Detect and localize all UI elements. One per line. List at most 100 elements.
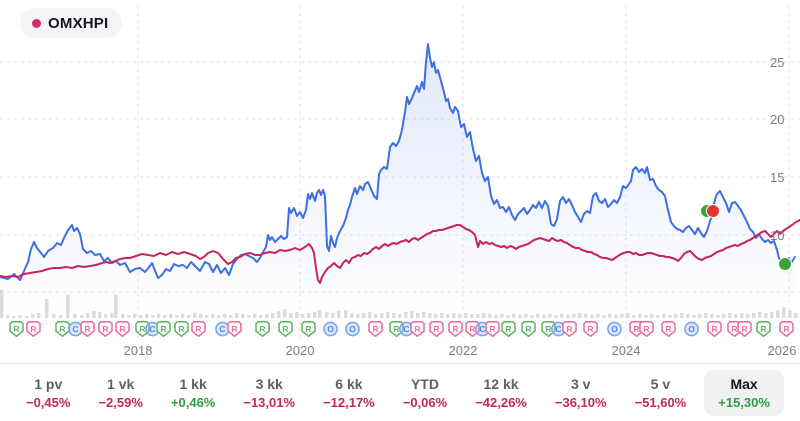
period-button-max[interactable]: Max +15,30% bbox=[704, 369, 784, 416]
legend-omxhpi-chip[interactable]: OMXHPI bbox=[20, 8, 123, 38]
event-badge-r-pink[interactable]: R bbox=[583, 321, 598, 337]
pink-badge-icon: R bbox=[583, 321, 598, 337]
legend-series-dot-icon bbox=[32, 18, 41, 28]
event-badge-r-pink[interactable]: R bbox=[227, 321, 242, 337]
green-badge-icon: R bbox=[174, 321, 189, 337]
series-line-OMXHPI bbox=[0, 219, 800, 284]
period-button-1-kk[interactable]: 1 kk +0,46% bbox=[161, 371, 225, 415]
event-badge-r-green[interactable]: R bbox=[9, 321, 24, 337]
pink-badge-icon: R bbox=[98, 321, 113, 337]
svg-text:C: C bbox=[479, 324, 485, 334]
svg-text:C: C bbox=[403, 324, 409, 334]
svg-text:O: O bbox=[349, 324, 356, 334]
svg-text:R: R bbox=[414, 324, 420, 334]
event-badge-o-blue[interactable]: O bbox=[684, 321, 699, 337]
period-label: 1 vk bbox=[107, 375, 135, 392]
event-badge-o-blue[interactable]: O bbox=[345, 321, 360, 337]
period-button-5-v[interactable]: 5 v −51,60% bbox=[625, 371, 697, 415]
period-button-ytd[interactable]: YTD −0,06% bbox=[393, 371, 457, 415]
green-badge-icon: R bbox=[156, 321, 171, 337]
event-badge-r-green[interactable]: R bbox=[135, 321, 150, 337]
event-badge-r-pink[interactable]: R bbox=[410, 321, 425, 337]
period-button-1-pv[interactable]: 1 pv −0,45% bbox=[16, 371, 80, 415]
chart-marker-dot[interactable] bbox=[706, 204, 720, 218]
pink-badge-icon: R bbox=[485, 321, 500, 337]
event-badge-r-green[interactable]: R bbox=[521, 321, 536, 337]
green-badge-icon: R bbox=[541, 321, 556, 337]
event-badge-r-pink[interactable]: R bbox=[639, 321, 654, 337]
event-badge-r-pink[interactable]: R bbox=[429, 321, 444, 337]
period-button-3-kk[interactable]: 3 kk −13,01% bbox=[233, 371, 305, 415]
svg-text:C: C bbox=[555, 324, 561, 334]
event-badge-r-pink[interactable]: R bbox=[26, 321, 41, 337]
event-badge-r-green[interactable]: R bbox=[278, 321, 293, 337]
pink-badge-icon: R bbox=[562, 321, 577, 337]
pink-badge-icon: R bbox=[661, 321, 676, 337]
event-badge-r-pink[interactable]: R bbox=[485, 321, 500, 337]
svg-text:R: R bbox=[102, 324, 108, 334]
event-badge-r-green[interactable]: R bbox=[255, 321, 270, 337]
svg-text:R: R bbox=[760, 324, 766, 334]
event-badge-r-pink[interactable]: R bbox=[191, 321, 206, 337]
event-badge-o-blue[interactable]: O bbox=[607, 321, 622, 337]
pink-badge-icon: R bbox=[80, 321, 95, 337]
svg-text:R: R bbox=[633, 324, 639, 334]
event-badge-r-green[interactable]: R bbox=[55, 321, 70, 337]
period-return-value: −36,10% bbox=[554, 394, 607, 410]
event-badge-r-green[interactable]: R bbox=[156, 321, 171, 337]
pink-badge-icon: R bbox=[737, 321, 752, 337]
svg-text:R: R bbox=[566, 324, 572, 334]
pink-badge-icon: R bbox=[779, 321, 794, 337]
event-badge-c-blue[interactable]: C bbox=[68, 321, 83, 337]
svg-text:R: R bbox=[119, 324, 125, 334]
event-badge-r-pink[interactable]: R bbox=[707, 321, 722, 337]
event-badge-r-green[interactable]: R bbox=[301, 321, 316, 337]
period-label: Max bbox=[730, 375, 758, 392]
event-badge-o-blue[interactable]: O bbox=[323, 321, 338, 337]
period-button-3-v[interactable]: 3 v −36,10% bbox=[545, 371, 617, 415]
event-badge-r-pink[interactable]: R bbox=[737, 321, 752, 337]
period-button-12-kk[interactable]: 12 kk −42,26% bbox=[465, 371, 537, 415]
svg-text:R: R bbox=[452, 324, 458, 334]
pink-badge-icon: R bbox=[465, 321, 480, 337]
chart-marker-dot[interactable] bbox=[778, 257, 792, 271]
event-badge-r-pink[interactable]: R bbox=[779, 321, 794, 337]
svg-text:R: R bbox=[178, 324, 184, 334]
period-label: 1 kk bbox=[179, 375, 207, 392]
svg-text:R: R bbox=[393, 324, 399, 334]
x-axis-label: 2026 bbox=[767, 343, 797, 358]
event-badge-r-pink[interactable]: R bbox=[448, 321, 463, 337]
price-chart-canvas[interactable] bbox=[0, 0, 800, 363]
event-badge-r-green[interactable]: R bbox=[501, 321, 516, 337]
event-badge-r-pink[interactable]: R bbox=[661, 321, 676, 337]
event-badge-r-pink[interactable]: R bbox=[368, 321, 383, 337]
pink-badge-icon: R bbox=[368, 321, 383, 337]
pink-badge-icon: R bbox=[410, 321, 425, 337]
event-badge-c-blue[interactable]: C bbox=[551, 321, 566, 337]
event-badge-r-pink[interactable]: R bbox=[115, 321, 130, 337]
event-badge-r-green[interactable]: R bbox=[174, 321, 189, 337]
event-badge-r-pink[interactable]: R bbox=[465, 321, 480, 337]
period-return-value: −0,06% bbox=[402, 394, 448, 410]
svg-text:R: R bbox=[259, 324, 265, 334]
blue-badge-icon: O bbox=[684, 321, 699, 337]
svg-text:R: R bbox=[139, 324, 145, 334]
period-return-value: −13,01% bbox=[243, 394, 296, 410]
event-badge-r-pink[interactable]: R bbox=[562, 321, 577, 337]
pink-badge-icon: R bbox=[429, 321, 444, 337]
series-line-price bbox=[0, 43, 796, 281]
event-badge-r-pink[interactable]: R bbox=[98, 321, 113, 337]
period-button-6-kk[interactable]: 6 kk −12,17% bbox=[313, 371, 385, 415]
period-button-1-vk[interactable]: 1 vk −2,59% bbox=[88, 371, 152, 415]
svg-text:R: R bbox=[160, 324, 166, 334]
event-badge-r-green[interactable]: R bbox=[756, 321, 771, 337]
blue-badge-icon: O bbox=[345, 321, 360, 337]
period-return-value: −0,45% bbox=[26, 394, 71, 410]
event-badge-r-green[interactable]: R bbox=[389, 321, 404, 337]
period-label: 3 v bbox=[570, 375, 591, 392]
event-badge-r-green[interactable]: R bbox=[541, 321, 556, 337]
green-badge-icon: R bbox=[756, 321, 771, 337]
event-badge-r-pink[interactable]: R bbox=[80, 321, 95, 337]
green-badge-icon: R bbox=[255, 321, 270, 337]
